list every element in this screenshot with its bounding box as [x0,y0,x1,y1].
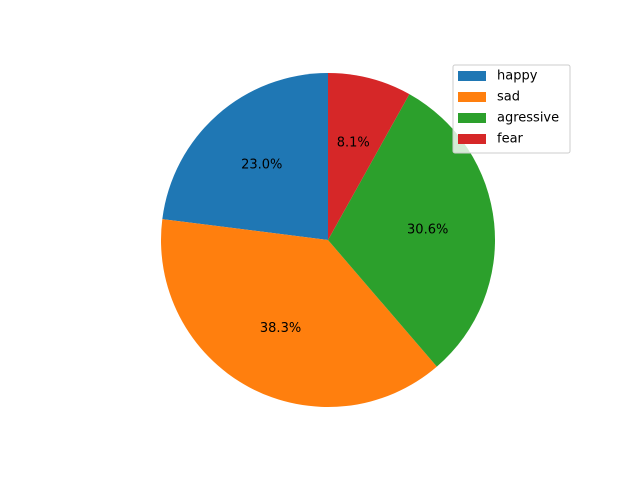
legend-frame [452,64,571,154]
legend-label-happy: happy [497,69,538,84]
legend-label-sad: sad [497,90,520,105]
legend-items: happy sad agressive fear [458,69,559,147]
pie-slices [161,73,495,408]
percent-label-fear: 8.1% [337,136,370,151]
legend-swatch-happy [458,71,486,81]
legend: happy sad agressive fear [452,64,571,154]
legend-label-fear: fear [497,132,524,147]
legend-swatch-agressive [458,113,486,123]
percent-label-sad: 38.3% [260,321,301,336]
pie-slice-agressive [328,94,495,367]
pie-slice-fear [328,73,410,240]
percent-label-happy: 23.0% [241,157,282,172]
percent-labels: 23.0% 38.3% 30.6% 8.1% [241,136,448,336]
legend-label-agressive: agressive [497,111,559,126]
pie-slice-happy [162,73,328,240]
percent-label-agressive: 30.6% [407,222,448,237]
pie-slice-sad [161,219,437,408]
legend-swatch-sad [458,92,486,102]
legend-swatch-fear [458,134,486,144]
